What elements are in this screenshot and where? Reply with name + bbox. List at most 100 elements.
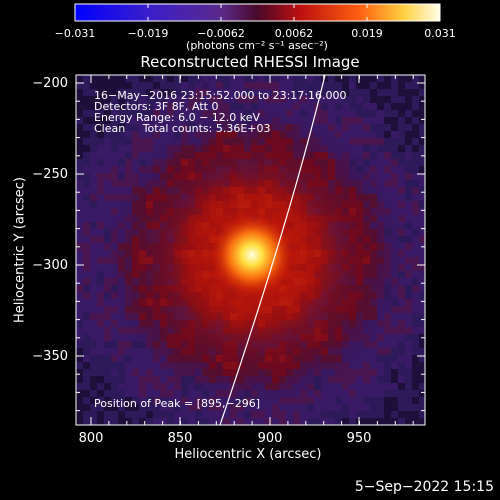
- image-pixel: [398, 292, 405, 299]
- image-pixel: [174, 418, 181, 425]
- image-pixel: [160, 390, 167, 397]
- image-pixel: [237, 89, 244, 96]
- image-pixel: [398, 152, 405, 159]
- image-pixel: [83, 110, 90, 117]
- plot-title: Reconstructed RHESSI Image: [140, 53, 360, 71]
- image-pixel: [97, 355, 104, 362]
- image-pixel: [132, 390, 139, 397]
- image-pixel: [363, 376, 370, 383]
- x-tick-label: 850: [167, 431, 193, 446]
- image-pixel: [104, 327, 111, 334]
- image-pixel: [76, 327, 83, 334]
- image-pixel: [307, 418, 314, 425]
- image-pixel: [83, 75, 90, 82]
- image-pixel: [125, 145, 132, 152]
- image-pixel: [300, 75, 307, 82]
- image-pixel: [76, 131, 83, 138]
- image-pixel: [384, 124, 391, 131]
- image-pixel: [377, 362, 384, 369]
- image-pixel: [83, 383, 90, 390]
- image-pixel: [132, 117, 139, 124]
- image-pixel: [83, 376, 90, 383]
- image-pixel: [125, 390, 132, 397]
- image-pixel: [342, 82, 349, 89]
- image-pixel: [398, 89, 405, 96]
- image-pixel: [370, 124, 377, 131]
- image-pixel: [244, 411, 251, 418]
- image-pixel: [83, 390, 90, 397]
- image-pixel: [377, 110, 384, 117]
- image-pixel: [398, 383, 405, 390]
- image-pixel: [356, 145, 363, 152]
- image-pixel: [167, 390, 174, 397]
- image-pixel: [349, 82, 356, 89]
- image-pixel: [76, 390, 83, 397]
- image-pixel: [167, 397, 174, 404]
- image-pixel: [391, 124, 398, 131]
- image-pixel: [314, 96, 321, 103]
- image-pixel: [146, 124, 153, 131]
- image-pixel: [412, 418, 419, 425]
- image-pixel: [405, 187, 412, 194]
- image-pixel: [104, 110, 111, 117]
- image-pixel: [335, 390, 342, 397]
- image-pixel: [391, 96, 398, 103]
- image-pixel: [419, 117, 425, 124]
- image-pixel: [419, 257, 425, 264]
- image-pixel: [111, 362, 118, 369]
- image-pixel: [167, 89, 174, 96]
- image-pixel: [90, 348, 97, 355]
- image-pixel: [83, 257, 90, 264]
- image-pixel: [335, 383, 342, 390]
- y-tick-label: −250: [32, 167, 68, 182]
- image-pixel: [111, 110, 118, 117]
- image-pixel: [139, 362, 146, 369]
- image-pixel: [195, 82, 202, 89]
- image-pixel: [335, 89, 342, 96]
- image-pixel: [265, 411, 272, 418]
- image-pixel: [90, 222, 97, 229]
- image-pixel: [349, 131, 356, 138]
- image-pixel: [405, 110, 412, 117]
- colorbar-units: (photons cm⁻² s⁻¹ asec⁻²): [186, 39, 328, 52]
- image-pixel: [412, 89, 419, 96]
- image-pixel: [377, 397, 384, 404]
- image-pixel: [384, 348, 391, 355]
- image-pixel: [335, 96, 342, 103]
- image-pixel: [398, 180, 405, 187]
- image-pixel: [342, 124, 349, 131]
- x-axis-label: Heliocentric X (arcsec): [174, 447, 322, 462]
- image-pixel: [412, 369, 419, 376]
- image-pixel: [118, 159, 125, 166]
- image-pixel: [342, 404, 349, 411]
- image-pixel: [230, 96, 237, 103]
- image-pixel: [97, 166, 104, 173]
- image-pixel: [83, 236, 90, 243]
- image-pixel: [90, 264, 97, 271]
- image-pixel: [377, 131, 384, 138]
- image-pixel: [251, 82, 258, 89]
- image-pixel: [384, 103, 391, 110]
- image-pixel: [419, 250, 425, 257]
- image-pixel: [174, 96, 181, 103]
- image-pixel: [118, 390, 125, 397]
- image-pixel: [139, 110, 146, 117]
- image-pixel: [349, 390, 356, 397]
- image-pixel: [167, 96, 174, 103]
- image-pixel: [349, 418, 356, 425]
- image-pixel: [405, 313, 412, 320]
- image-pixel: [132, 383, 139, 390]
- image-pixel: [419, 411, 425, 418]
- image-pixel: [83, 313, 90, 320]
- image-pixel: [321, 418, 328, 425]
- image-pixel: [370, 117, 377, 124]
- image-pixel: [125, 131, 132, 138]
- image-pixel: [405, 180, 412, 187]
- image-pixel: [104, 152, 111, 159]
- image-pixel: [111, 418, 118, 425]
- image-pixel: [111, 173, 118, 180]
- image-pixel: [195, 404, 202, 411]
- image-pixel: [405, 208, 412, 215]
- image-pixel: [174, 117, 181, 124]
- image-pixel: [314, 82, 321, 89]
